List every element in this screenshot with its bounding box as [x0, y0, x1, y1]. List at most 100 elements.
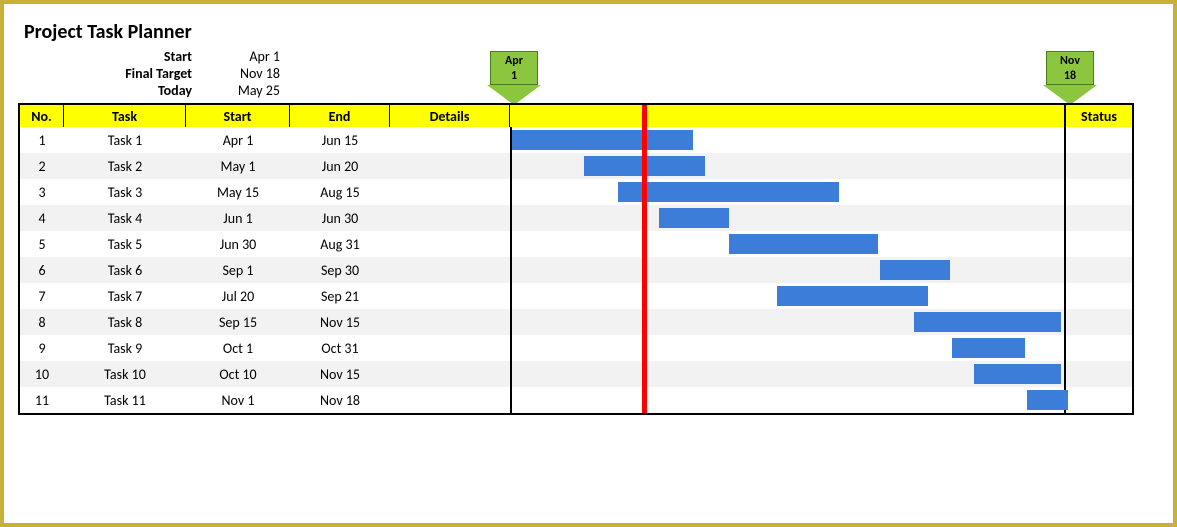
meta-value: Apr 1	[200, 48, 286, 65]
cell-details	[390, 387, 510, 413]
gantt-bar[interactable]	[512, 130, 693, 150]
cell-details	[390, 283, 510, 309]
table-header: No. Task Start End Details Status	[20, 105, 1132, 127]
today-marker	[642, 105, 647, 413]
meta-label: Start	[24, 48, 200, 65]
meta-row-today: Today May 25	[24, 82, 1159, 99]
table-row[interactable]: 2Task 2May 1Jun 20	[20, 153, 1132, 179]
cell-start: Jul 20	[186, 283, 290, 309]
table-row[interactable]: 9Task 9Oct 1Oct 31	[20, 335, 1132, 361]
cell-status	[1066, 127, 1132, 153]
table-row[interactable]: 7Task 7Jul 20Sep 21	[20, 283, 1132, 309]
cell-status	[1066, 231, 1132, 257]
cell-gantt	[510, 283, 1066, 309]
meta-row-start: Start Apr 1	[24, 48, 1159, 65]
cell-details	[390, 309, 510, 335]
table-row[interactable]: 8Task 8Sep 15Nov 15	[20, 309, 1132, 335]
table-row[interactable]: 4Task 4Jun 1Jun 30	[20, 205, 1132, 231]
cell-status	[1066, 283, 1132, 309]
cell-details	[390, 179, 510, 205]
cell-no: 6	[20, 257, 64, 283]
cell-start: Sep 1	[186, 257, 290, 283]
cell-no: 2	[20, 153, 64, 179]
gantt-bar[interactable]	[914, 312, 1061, 332]
table-row[interactable]: 10Task 10Oct 10Nov 15	[20, 361, 1132, 387]
cell-end: Jun 20	[290, 153, 390, 179]
table-row[interactable]: 1Task 1Apr 1Jun 15	[20, 127, 1132, 153]
cell-task: Task 4	[64, 205, 186, 231]
cell-details	[390, 335, 510, 361]
col-header-start: Start	[186, 105, 290, 127]
cell-task: Task 11	[64, 387, 186, 413]
gantt-bar[interactable]	[1027, 390, 1068, 410]
cell-no: 1	[20, 127, 64, 153]
meta-row-target: Final Target Nov 18	[24, 65, 1159, 82]
cell-start: May 15	[186, 179, 290, 205]
cell-start: May 1	[186, 153, 290, 179]
cell-no: 5	[20, 231, 64, 257]
meta-label: Today	[24, 82, 200, 99]
cell-task: Task 9	[64, 335, 186, 361]
col-header-details: Details	[390, 105, 510, 127]
cell-task: Task 2	[64, 153, 186, 179]
cell-gantt	[510, 179, 1066, 205]
cell-gantt	[510, 257, 1066, 283]
gantt-bar[interactable]	[974, 364, 1061, 384]
cell-details	[390, 257, 510, 283]
cell-details	[390, 205, 510, 231]
cell-task: Task 5	[64, 231, 186, 257]
cell-end: Nov 15	[290, 361, 390, 387]
col-header-task: Task	[64, 105, 186, 127]
cell-no: 4	[20, 205, 64, 231]
cell-gantt	[510, 205, 1066, 231]
meta-block: Start Apr 1 Final Target Nov 18 Today Ma…	[24, 48, 1159, 99]
cell-end: Nov 15	[290, 309, 390, 335]
cell-status	[1066, 179, 1132, 205]
gantt-bar[interactable]	[659, 208, 729, 228]
col-header-no: No.	[20, 105, 64, 127]
meta-value: Nov 18	[200, 65, 286, 82]
table-row[interactable]: 3Task 3May 15Aug 15	[20, 179, 1132, 205]
table-body: 1Task 1Apr 1Jun 152Task 2May 1Jun 203Tas…	[20, 127, 1132, 413]
cell-gantt	[510, 335, 1066, 361]
gantt-bar[interactable]	[729, 234, 878, 254]
gantt-bar[interactable]	[952, 338, 1024, 358]
cell-gantt	[510, 231, 1066, 257]
start-arrow-label: Apr 1	[490, 51, 538, 85]
cell-start: Nov 1	[186, 387, 290, 413]
cell-status	[1066, 361, 1132, 387]
cell-start: Jun 30	[186, 231, 290, 257]
cell-no: 10	[20, 361, 64, 387]
cell-start: Sep 15	[186, 309, 290, 335]
cell-status	[1066, 335, 1132, 361]
cell-details	[390, 127, 510, 153]
cell-status	[1066, 387, 1132, 413]
cell-start: Apr 1	[186, 127, 290, 153]
cell-task: Task 8	[64, 309, 186, 335]
gantt-bar[interactable]	[777, 286, 929, 306]
cell-no: 11	[20, 387, 64, 413]
end-arrow-label: Nov 18	[1046, 51, 1094, 85]
cell-task: Task 7	[64, 283, 186, 309]
cell-end: Jun 15	[290, 127, 390, 153]
col-header-status: Status	[1066, 105, 1132, 127]
table-row[interactable]: 11Task 11Nov 1Nov 18	[20, 387, 1132, 413]
cell-details	[390, 231, 510, 257]
arrow-down-icon	[487, 85, 541, 105]
cell-no: 8	[20, 309, 64, 335]
cell-gantt	[510, 127, 1066, 153]
cell-details	[390, 361, 510, 387]
cell-end: Jun 30	[290, 205, 390, 231]
cell-end: Oct 31	[290, 335, 390, 361]
cell-status	[1066, 205, 1132, 231]
cell-no: 9	[20, 335, 64, 361]
table-row[interactable]: 6Task 6Sep 1Sep 30	[20, 257, 1132, 283]
cell-task: Task 3	[64, 179, 186, 205]
end-arrow: Nov 18	[1043, 51, 1097, 105]
meta-label: Final Target	[24, 65, 200, 82]
task-table: No. Task Start End Details Status 1Task …	[18, 103, 1134, 415]
table-row[interactable]: 5Task 5Jun 30Aug 31	[20, 231, 1132, 257]
gantt-bar[interactable]	[618, 182, 839, 202]
gantt-bar[interactable]	[880, 260, 950, 280]
cell-no: 3	[20, 179, 64, 205]
